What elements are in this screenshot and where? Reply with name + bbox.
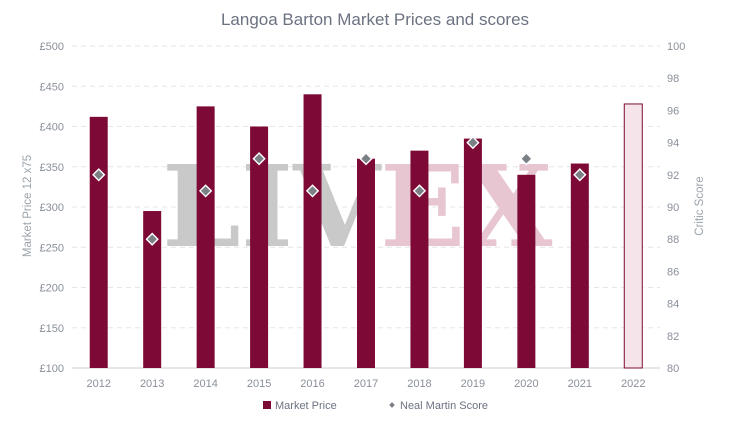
score-point-2016[interactable] bbox=[305, 184, 320, 198]
score-point-2021[interactable] bbox=[573, 168, 587, 182]
score-point-2014[interactable] bbox=[198, 184, 213, 198]
legend-label-neal-martin-score[interactable]: Neal Martin Score bbox=[400, 400, 488, 412]
price-bars bbox=[89, 94, 643, 369]
bar-2015[interactable] bbox=[250, 126, 269, 369]
bar-2017[interactable] bbox=[357, 158, 375, 368]
left-axis-ticks: £100 £150 £200 £250 £300 £350 £400 £450 £500 bbox=[40, 41, 64, 375]
right-tick-label: 88 bbox=[667, 234, 679, 246]
x-tick-label: 2020 bbox=[514, 378, 538, 390]
left-tick-label: £400 bbox=[40, 122, 64, 134]
bar-2013[interactable] bbox=[143, 211, 162, 368]
score-point-2019[interactable] bbox=[466, 135, 480, 150]
bar-2021[interactable] bbox=[570, 163, 589, 368]
bar-2020[interactable] bbox=[517, 174, 536, 368]
watermark-part1: LIV bbox=[162, 142, 382, 273]
left-tick-label: £250 bbox=[40, 242, 64, 254]
left-tick-label: £100 bbox=[40, 363, 64, 375]
bar-2018[interactable] bbox=[410, 150, 429, 368]
score-point-2018[interactable] bbox=[412, 184, 427, 198]
x-tick-label: 2016 bbox=[300, 378, 324, 390]
x-tick-label: 2022 bbox=[621, 378, 645, 390]
legend-label-market-price[interactable]: Market Price bbox=[275, 400, 337, 412]
x-tick-label: 2014 bbox=[193, 378, 217, 390]
left-tick-label: £150 bbox=[40, 323, 64, 335]
bar-2016[interactable] bbox=[303, 94, 322, 369]
legend-swatch-neal-martin-score[interactable] bbox=[389, 402, 395, 408]
left-tick-label: £200 bbox=[40, 283, 64, 295]
bar-2014[interactable] bbox=[196, 106, 215, 368]
bar-2012[interactable] bbox=[89, 116, 108, 368]
left-axis-label: Market Price 12 x75 bbox=[22, 155, 34, 257]
left-tick-label: £500 bbox=[40, 41, 64, 53]
x-tick-label: 2021 bbox=[568, 378, 592, 390]
right-tick-label: 82 bbox=[667, 331, 679, 343]
right-tick-label: 100 bbox=[667, 41, 685, 53]
score-point-2015[interactable] bbox=[252, 152, 266, 166]
x-tick-label: 2015 bbox=[247, 378, 271, 390]
x-tick-label: 2018 bbox=[407, 378, 431, 390]
right-tick-label: 92 bbox=[667, 170, 679, 182]
score-point-2017[interactable] bbox=[359, 152, 373, 166]
right-tick-label: 86 bbox=[667, 266, 679, 278]
right-axis-label: Critic Score bbox=[694, 176, 706, 235]
x-tick-label: 2012 bbox=[86, 378, 110, 390]
left-tick-label: £450 bbox=[40, 81, 64, 93]
right-axis-ticks: 80 82 84 86 88 90 92 94 96 98 100 bbox=[667, 41, 685, 375]
bar-2019[interactable] bbox=[463, 138, 482, 368]
x-tick-label: 2013 bbox=[140, 378, 164, 390]
bar-2022[interactable] bbox=[623, 103, 643, 369]
right-tick-label: 96 bbox=[667, 105, 679, 117]
legend-swatch-market-price[interactable] bbox=[263, 401, 271, 409]
score-markers bbox=[92, 135, 587, 246]
chart-title: Langoa Barton Market Prices and scores bbox=[221, 10, 529, 29]
right-tick-label: 98 bbox=[667, 73, 679, 85]
x-axis-ticks: 2012 2013 2014 2015 2016 2017 2018 2019 2020 2021… bbox=[86, 378, 645, 390]
left-tick-label: £350 bbox=[40, 162, 64, 174]
legend: Market Price Neal Martin Score bbox=[263, 400, 488, 412]
score-point-2020[interactable] bbox=[519, 152, 534, 166]
score-point-2012[interactable] bbox=[92, 168, 106, 182]
left-tick-label: £300 bbox=[40, 202, 64, 214]
right-tick-label: 90 bbox=[667, 202, 679, 214]
x-tick-label: 2019 bbox=[461, 378, 485, 390]
x-tick-label: 2017 bbox=[354, 378, 378, 390]
right-tick-label: 80 bbox=[667, 363, 679, 375]
right-tick-label: 84 bbox=[667, 299, 679, 311]
score-point-2013[interactable] bbox=[145, 232, 159, 246]
right-tick-label: 94 bbox=[667, 138, 679, 150]
